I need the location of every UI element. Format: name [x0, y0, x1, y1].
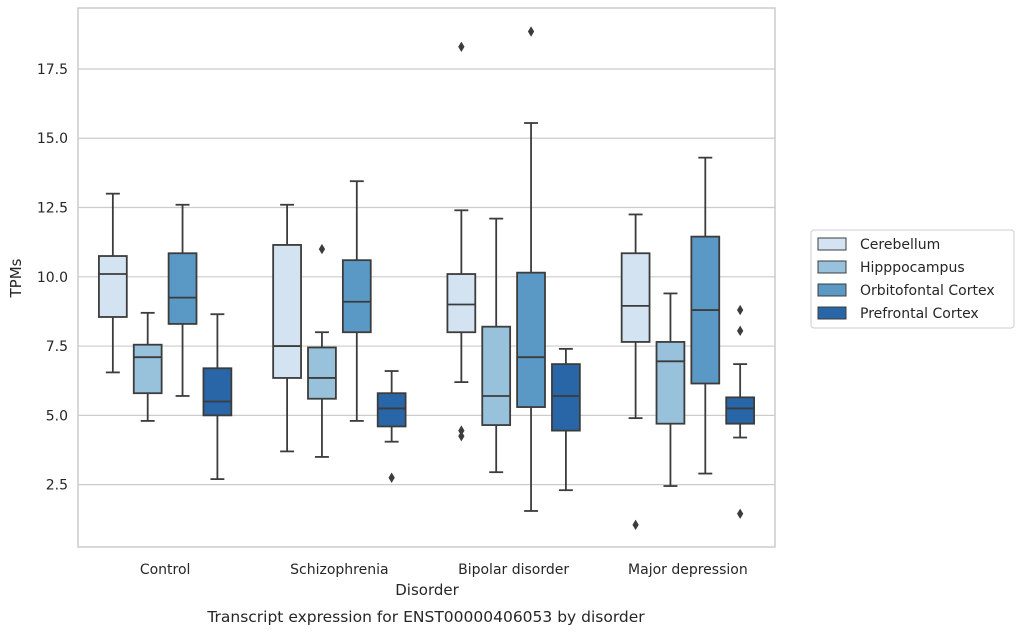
- iqr-box: [202, 367, 233, 417]
- box-prefrontal-cortex-control: [202, 313, 233, 481]
- outlier-point: [458, 425, 465, 436]
- iqr-box: [551, 363, 581, 432]
- outlier-point: [318, 243, 326, 255]
- iqr-box: [98, 255, 128, 318]
- iqr-box: [272, 244, 302, 379]
- box-hipppocampus-major-depression: [655, 292, 686, 487]
- box-orbitofontal-cortex-major-depression: [690, 156, 721, 475]
- y-tick-label: 17.5: [37, 62, 68, 78]
- outlier-point: [632, 519, 639, 531]
- box-hipppocampus-schizophrenia: [307, 243, 337, 458]
- iqr-box: [516, 271, 546, 408]
- legend: Cerebellum Hipppocampus Orbitofontal Corte…: [810, 229, 1015, 329]
- legend-label: Orbitofontal Cortex: [860, 283, 995, 299]
- outlier-point: [737, 304, 744, 316]
- x-tick-labels: Control Schizophrenia Bipolar disorder Majo…: [140, 562, 748, 578]
- iqr-box: [341, 259, 372, 334]
- box-prefrontal-cortex-schizophrenia: [376, 370, 407, 483]
- box-orbitofontal-cortex-schizophrenia: [341, 180, 372, 422]
- iqr-box: [481, 325, 512, 426]
- iqr-box: [446, 273, 477, 334]
- iqr-box: [132, 343, 163, 395]
- box-cerebellum-bipolar-disorder: [446, 41, 477, 442]
- legend-swatch: [817, 237, 847, 251]
- legend-swatch: [817, 306, 847, 320]
- outlier-point: [388, 472, 395, 483]
- x-tick-label: Major depression: [628, 562, 748, 578]
- box-cerebellum-major-depression: [620, 213, 651, 531]
- y-tick-label: 12.5: [37, 201, 68, 217]
- y-tick-label: 5.0: [46, 408, 68, 424]
- legend-label: Prefrontal Cortex: [860, 306, 979, 322]
- x-tick-label: Bipolar disorder: [458, 562, 569, 578]
- plot-frame: [77, 7, 776, 548]
- box-cerebellum-control: [98, 192, 128, 374]
- legend-swatch: [817, 260, 847, 274]
- iqr-box: [376, 392, 407, 428]
- outlier-point: [458, 41, 465, 52]
- iqr-box: [307, 346, 337, 400]
- box-orbitofontal-cortex-bipolar-disorder: [516, 26, 546, 512]
- iqr-box: [620, 252, 651, 343]
- y-tick-label: 10.0: [37, 270, 68, 286]
- outlier-point: [527, 26, 535, 37]
- iqr-box: [725, 396, 755, 425]
- y-tick-labels: 2.5 5.0 7.5 10.0 12.5 15.0 17.5: [37, 62, 68, 494]
- outlier-point: [737, 508, 744, 519]
- y-tick-label: 7.5: [46, 339, 68, 355]
- box-orbitofontal-cortex-control: [167, 203, 198, 397]
- x-tick-label: Schizophrenia: [290, 562, 388, 578]
- box-hipppocampus-bipolar-disorder: [481, 217, 512, 474]
- legend-swatch: [817, 283, 847, 297]
- box-prefrontal-cortex-major-depression: [725, 304, 755, 519]
- legend-frame: [810, 229, 1015, 329]
- box-cerebellum-schizophrenia: [272, 203, 302, 453]
- chart-caption: Transcript expression for ENST0000040605…: [206, 608, 645, 626]
- y-tick-label: 15.0: [37, 131, 68, 147]
- legend-label: Cerebellum: [860, 237, 940, 253]
- iqr-box: [167, 252, 198, 325]
- box-prefrontal-cortex-bipolar-disorder: [551, 347, 581, 492]
- outlier-point: [737, 325, 744, 337]
- box-series: [98, 26, 755, 531]
- y-axis-label: TPMs: [7, 258, 25, 298]
- y-tick-label: 2.5: [46, 478, 68, 494]
- outlier-point: [458, 430, 465, 442]
- box-hipppocampus-control: [132, 311, 163, 422]
- legend-label: Hipppocampus: [860, 260, 965, 276]
- x-tick-label: Control: [140, 562, 191, 578]
- x-axis-label: Disorder: [395, 581, 459, 599]
- iqr-box: [655, 341, 686, 425]
